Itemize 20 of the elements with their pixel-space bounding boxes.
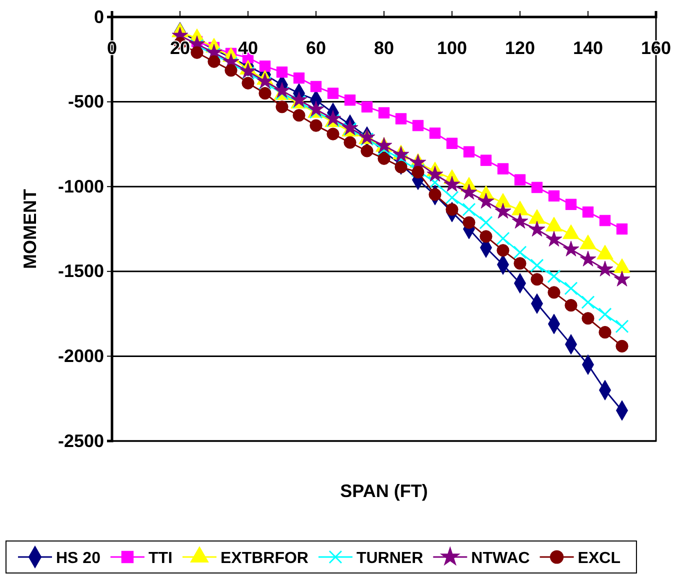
legend-label: TTI xyxy=(148,550,172,567)
y-axis-title: MOMENT xyxy=(20,189,40,269)
y-tick-label: -1500 xyxy=(58,261,104,282)
legend-label: HS 20 xyxy=(56,550,101,567)
x-tick-label: 100 xyxy=(436,38,468,58)
y-tick-label: -500 xyxy=(68,92,104,112)
x-tick-label: 80 xyxy=(374,38,394,58)
legend-label: EXCL xyxy=(578,550,621,567)
x-tick-label: 120 xyxy=(504,38,536,58)
y-tick-label: -2500 xyxy=(58,430,104,451)
x-axis-title: SPAN (FT) xyxy=(340,481,428,501)
y-tick-label: -2000 xyxy=(58,346,104,366)
x-tick-label: 60 xyxy=(306,38,326,58)
legend-label: NTWAC xyxy=(471,550,530,567)
y-tick-label: 0 xyxy=(94,6,104,27)
legend-label: EXTBRFOR xyxy=(220,550,309,567)
y-tick-label: -1000 xyxy=(58,176,104,196)
x-tick-label: 140 xyxy=(572,38,604,58)
legend-label: TURNER xyxy=(356,550,424,567)
x-tick-label: 40 xyxy=(238,38,258,58)
